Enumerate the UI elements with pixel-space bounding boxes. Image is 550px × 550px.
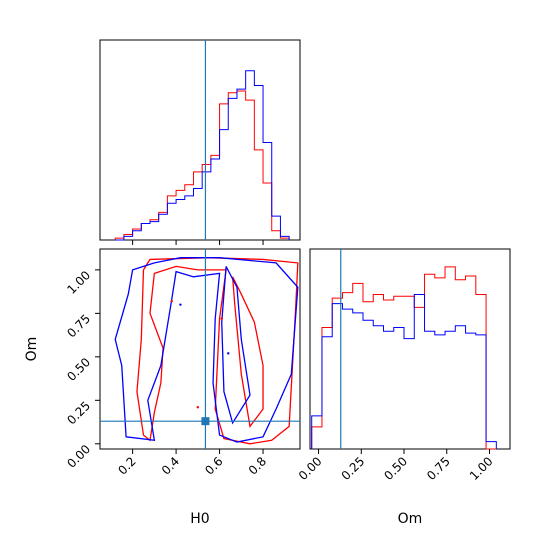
h0-om-contours (100, 249, 300, 449)
h0-om-frame (99, 248, 301, 450)
contour-0 (136, 257, 299, 445)
om-xtick-label-2: 0.50 (381, 454, 410, 483)
om-xtick-label-3: 0.75 (424, 454, 453, 483)
contour-speck-4 (227, 352, 230, 355)
contour-speck-2 (196, 406, 200, 409)
om-xtick-label-1: 0.25 (339, 454, 368, 483)
om-ytick-label-4: 1.00 (64, 268, 93, 297)
om-histograms (311, 249, 497, 450)
om-xtick-label-4: 1.00 (467, 454, 496, 483)
h0-hist-series-1 (115, 70, 290, 241)
om-marginal-frame (309, 248, 511, 450)
h0-histograms (114, 40, 290, 241)
contour-speck-3 (220, 317, 223, 320)
h0-axis-label: H0 (190, 511, 209, 527)
om-xtick-label-0: 0.00 (296, 454, 325, 483)
om-hist-series-1 (311, 293, 497, 449)
h0-marginal-frame (99, 39, 301, 241)
h0-xtick-label-3: 0.8 (246, 454, 269, 477)
contour-speck-0 (179, 303, 182, 306)
contour-speck-1 (170, 299, 173, 303)
om-ytick-label-3: 0.75 (64, 312, 93, 341)
h0-xtick-label-0: 0.2 (115, 454, 138, 477)
joint-truth-marker (201, 417, 210, 426)
axis-ticks: 0.2 0.4 0.6 0.8 0.00 0.25 0.50 0.75 1.00 0.00 0.25… (64, 240, 496, 483)
h0-xtick-label-2: 0.6 (202, 454, 225, 477)
h0-xtick-label-1: 0.4 (159, 454, 182, 477)
om-ytick-label-0: 0.00 (64, 442, 93, 471)
contour-1 (231, 276, 264, 428)
om-x-axis-label: Om (398, 511, 423, 527)
om-hist-series-0 (311, 266, 497, 450)
contour-2 (114, 257, 299, 443)
om-ytick-label-1: 0.25 (64, 399, 93, 428)
om-y-axis-label: Om (24, 337, 40, 362)
contour-3 (221, 266, 251, 425)
om-ytick-label-2: 0.50 (64, 355, 93, 384)
